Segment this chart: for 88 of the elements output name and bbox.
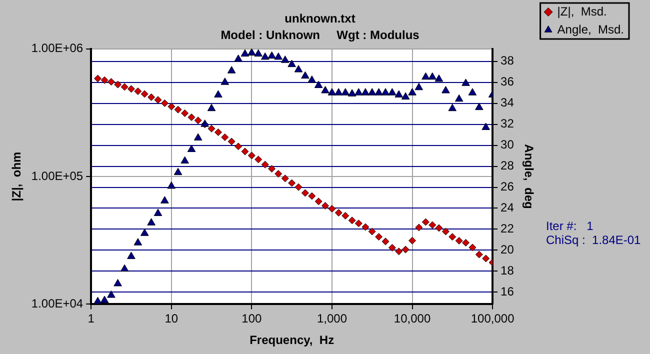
legend-label: Angle, Msd. (557, 22, 624, 36)
point (334, 209, 342, 217)
point (281, 174, 289, 182)
point (228, 138, 236, 146)
x-tick-label: 1,000 (316, 312, 348, 326)
point (455, 236, 463, 244)
point (208, 124, 216, 132)
point (468, 244, 476, 252)
y2-tick-label: 26 (500, 180, 514, 194)
point (362, 223, 370, 231)
x-tick-label: 10 (164, 312, 178, 326)
point (194, 116, 202, 124)
point (482, 254, 490, 262)
point (301, 189, 309, 197)
point (382, 238, 390, 246)
y2-tick-label: 32 (500, 116, 514, 131)
text: Iter #: 1 (546, 219, 594, 234)
point (442, 228, 450, 236)
point (254, 156, 262, 164)
x-tick-label: 100,000 (470, 312, 515, 326)
y-tick-label: 1.00E+06 (31, 41, 84, 56)
y2-tick-label: 34 (500, 96, 514, 110)
y-axis-title: |Z|, ohm (10, 152, 24, 202)
point (94, 74, 102, 82)
y2-tick-label: 20 (500, 242, 514, 256)
point (388, 244, 396, 252)
point (375, 233, 383, 241)
y2-tick-label: 18 (500, 263, 514, 278)
y2-tick-label: 30 (500, 138, 514, 152)
point (314, 198, 322, 206)
point (148, 93, 156, 101)
point (107, 78, 115, 86)
point (288, 179, 296, 187)
point (422, 218, 430, 226)
point (435, 224, 443, 232)
point (154, 96, 162, 104)
point (100, 76, 108, 84)
point (261, 160, 269, 168)
point (428, 221, 436, 229)
point (395, 248, 403, 256)
point (354, 220, 362, 228)
y-tick-label: 1.00E+05 (31, 168, 84, 183)
legend-label: |Z|, Msd. (557, 4, 607, 18)
point (221, 133, 229, 141)
y2-tick-label: 36 (500, 74, 514, 89)
point (415, 224, 423, 232)
point (368, 228, 376, 236)
chart-title: unknown.txt (284, 12, 356, 26)
y2-axis-title: Angle, deg (522, 144, 536, 209)
chart-subtitle: Model : Unknown Wgt : Modulus (220, 28, 420, 42)
point (120, 83, 128, 91)
point (134, 88, 142, 96)
y-tick-label: 1.00E+04 (31, 296, 84, 311)
y2-tick-label: 22 (500, 222, 514, 236)
point (214, 128, 222, 136)
point (402, 246, 410, 254)
x-axis-title: Frequency, Hz (250, 333, 334, 348)
point (322, 202, 330, 210)
y2-tick-label: 38 (500, 54, 514, 68)
y2-tick-label: 16 (500, 284, 514, 298)
point (294, 183, 302, 191)
point (268, 165, 276, 172)
point (234, 142, 242, 150)
x-tick-label: 100 (242, 312, 262, 326)
point (241, 148, 249, 156)
point (328, 205, 336, 213)
point (462, 238, 470, 246)
y2-tick-label: 24 (500, 200, 514, 215)
point (248, 152, 256, 160)
x-tick-label: 10,000 (394, 312, 431, 326)
point (475, 250, 483, 258)
point (181, 109, 189, 117)
point (342, 212, 350, 220)
point (408, 236, 416, 244)
point (308, 192, 316, 200)
point (274, 170, 282, 178)
point (174, 106, 182, 114)
point (168, 102, 176, 110)
point (188, 114, 196, 122)
point (127, 85, 135, 93)
point (448, 233, 456, 241)
point (114, 80, 122, 88)
text: ChiSq : 1.84E-01 (546, 233, 642, 248)
point (348, 216, 356, 224)
x-tick-label: 1 (88, 312, 95, 326)
y2-tick-label: 28 (500, 158, 514, 173)
point (160, 99, 168, 107)
point (140, 90, 148, 98)
